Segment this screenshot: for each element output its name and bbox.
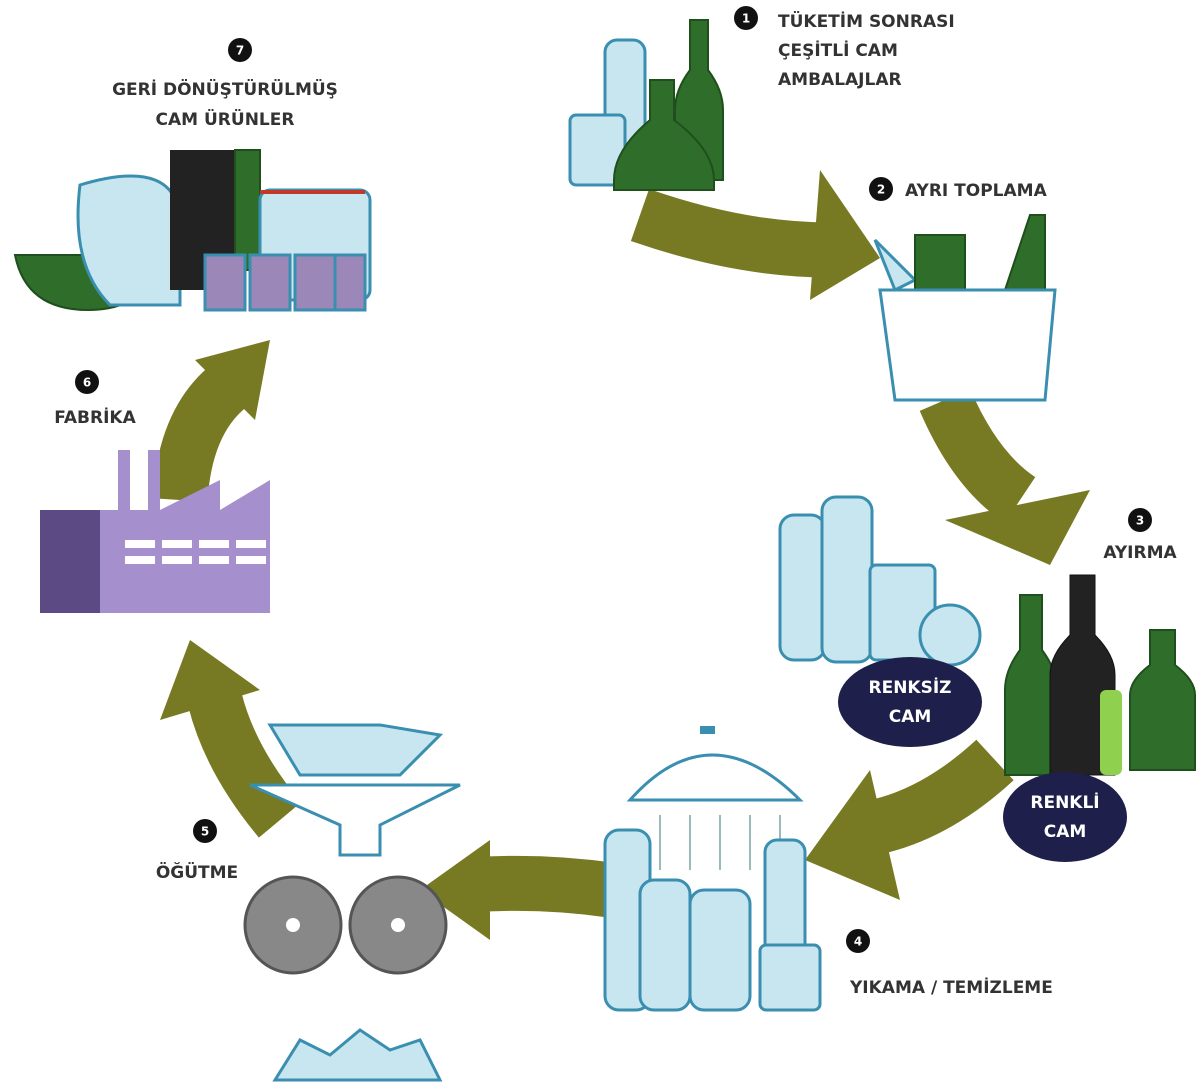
step-number: 5: [201, 825, 209, 839]
sort-label: RENKSİZ: [869, 676, 952, 698]
post-consumer-glass-icon: [570, 20, 723, 190]
collection-bin-icon: [875, 215, 1055, 400]
step-number: 2: [877, 183, 885, 197]
step-label: AMBALAJLAR: [778, 70, 902, 90]
step-label: TÜKETİM SONRASI: [778, 10, 955, 32]
step-number: 4: [854, 935, 862, 949]
step-label: YIKAMA / TEMİZLEME: [849, 976, 1053, 998]
step-label: GERİ DÖNÜŞTÜRÜLMÜŞ: [112, 78, 338, 100]
washing-icon: [605, 730, 820, 1010]
recycling-diagram: 1 2 3 4 5 6 7 TÜKETİM SONRASI ÇEŞİTLİ CA…: [0, 0, 1197, 1083]
step-number: 1: [742, 12, 750, 26]
sort-label: CAM: [1044, 822, 1087, 842]
step-label: ÇEŞİTLİ CAM: [778, 39, 898, 61]
step-number: 7: [236, 44, 244, 58]
step-label: CAM ÜRÜNLER: [156, 108, 295, 130]
recycled-products-icon: [15, 150, 370, 310]
factory-icon: [40, 450, 270, 613]
step-label: AYIRMA: [1103, 543, 1177, 563]
step-number: 3: [1136, 514, 1144, 528]
step-label: ÖĞÜTME: [156, 861, 238, 883]
step-label: AYRI TOPLAMA: [905, 181, 1048, 201]
sort-label: CAM: [889, 707, 932, 727]
step-number: 6: [83, 376, 91, 390]
sort-label: RENKLİ: [1030, 791, 1099, 813]
step-label: FABRİKA: [54, 406, 136, 428]
